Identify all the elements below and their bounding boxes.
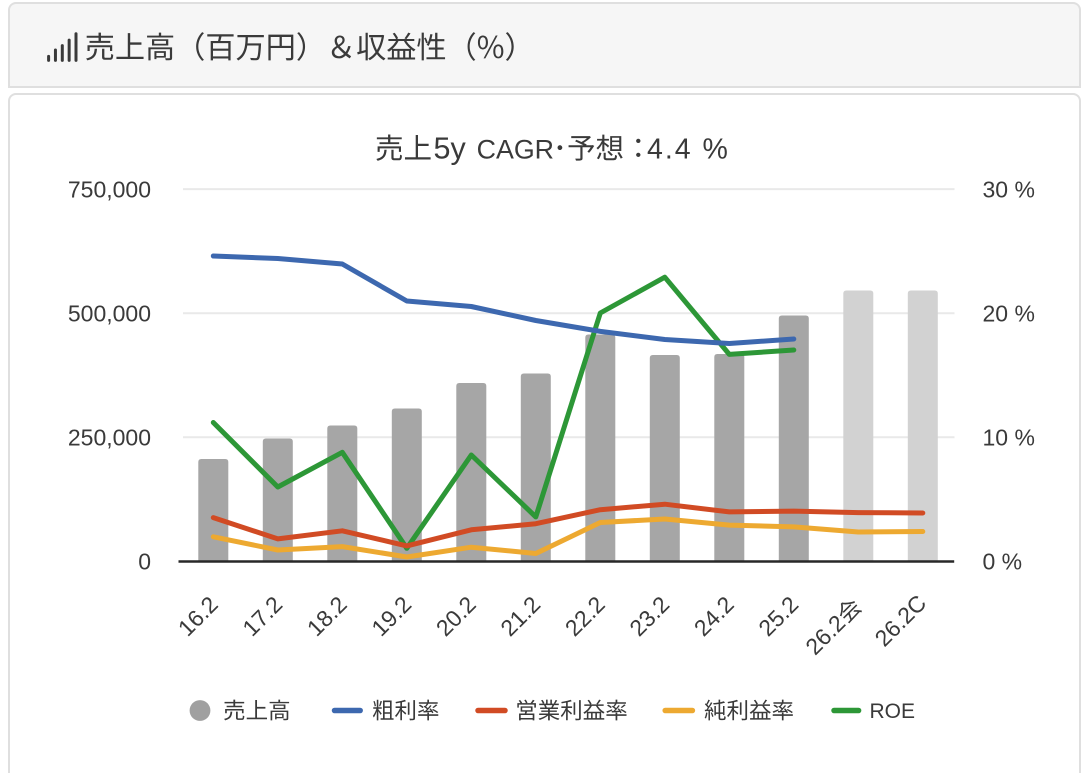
svg-text:16.2: 16.2 xyxy=(173,591,223,641)
svg-text:5y: 5y xyxy=(434,132,467,166)
svg-text:0 %: 0 % xyxy=(983,549,1023,575)
svg-text:750,000: 750,000 xyxy=(68,176,151,202)
svg-text:4.4 %: 4.4 % xyxy=(647,134,730,166)
svg-text:500,000: 500,000 xyxy=(68,300,151,326)
svg-text:17.2: 17.2 xyxy=(237,591,287,641)
svg-text:22.2: 22.2 xyxy=(560,591,610,641)
svg-text:26.2: 26.2 xyxy=(800,610,850,660)
svg-text:30 %: 30 % xyxy=(983,176,1035,202)
svg-text:20.2: 20.2 xyxy=(431,591,481,641)
svg-text:0: 0 xyxy=(138,549,151,575)
svg-text:250,000: 250,000 xyxy=(68,425,151,451)
svg-text:ROE: ROE xyxy=(870,700,916,723)
svg-text:26.2C: 26.2C xyxy=(870,590,932,652)
svg-text:21.2: 21.2 xyxy=(495,591,545,641)
svg-text:25.2: 25.2 xyxy=(753,591,803,641)
svg-text:CAGR: CAGR xyxy=(477,135,554,165)
svg-text:19.2: 19.2 xyxy=(366,591,416,641)
svg-text:18.2: 18.2 xyxy=(302,591,352,641)
svg-text:23.2: 23.2 xyxy=(624,591,674,641)
svg-text:20 %: 20 % xyxy=(983,300,1035,326)
svg-text:10 %: 10 % xyxy=(983,425,1035,451)
svg-text:24.2: 24.2 xyxy=(689,591,739,641)
